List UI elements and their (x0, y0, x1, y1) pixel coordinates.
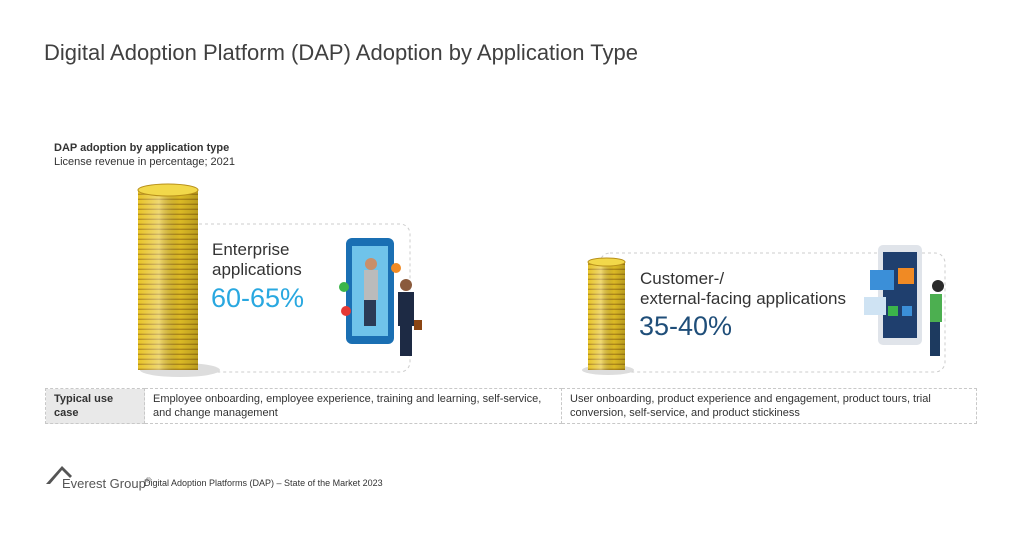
brand: Everest Group® (62, 476, 151, 491)
row-header: Typical use case (45, 388, 145, 424)
segment-share: 60-65% (211, 283, 305, 313)
table-cell: User onboarding, product experience and … (561, 388, 977, 424)
logo (46, 466, 72, 484)
label-line: Enterprise (212, 240, 290, 259)
illustration (864, 245, 944, 356)
coin-top (587, 257, 626, 267)
table-row: Typical use case Employee onboarding, em… (45, 388, 977, 424)
section-heading: DAP adoption by application type (54, 142, 230, 154)
segment-share: 35-40% (639, 311, 733, 341)
table-cell: Employee onboarding, employee experience… (144, 388, 562, 424)
brand-name: Everest Group (62, 476, 146, 491)
label-line: Customer-/ (640, 269, 725, 288)
coin-shine (138, 190, 198, 370)
label-line: applications (212, 260, 302, 279)
source: Digital Adoption Platforms (DAP) – State… (144, 478, 383, 488)
brand-mark: ® (145, 477, 151, 485)
coin-shine (588, 262, 625, 370)
use-case-table: Typical use case Employee onboarding, em… (45, 388, 977, 424)
card-outline (599, 252, 946, 373)
segment-label: Customer-/external-facing applications (640, 269, 846, 309)
label-line: external-facing applications (640, 289, 847, 308)
slide-title: Digital Adoption Platform (DAP) Adoption… (44, 40, 638, 65)
section-subheading: License revenue in percentage; 2021 (54, 156, 236, 168)
coin-top (137, 183, 199, 197)
segment-label: Enterprise applications (212, 240, 302, 280)
illustration (339, 238, 422, 356)
